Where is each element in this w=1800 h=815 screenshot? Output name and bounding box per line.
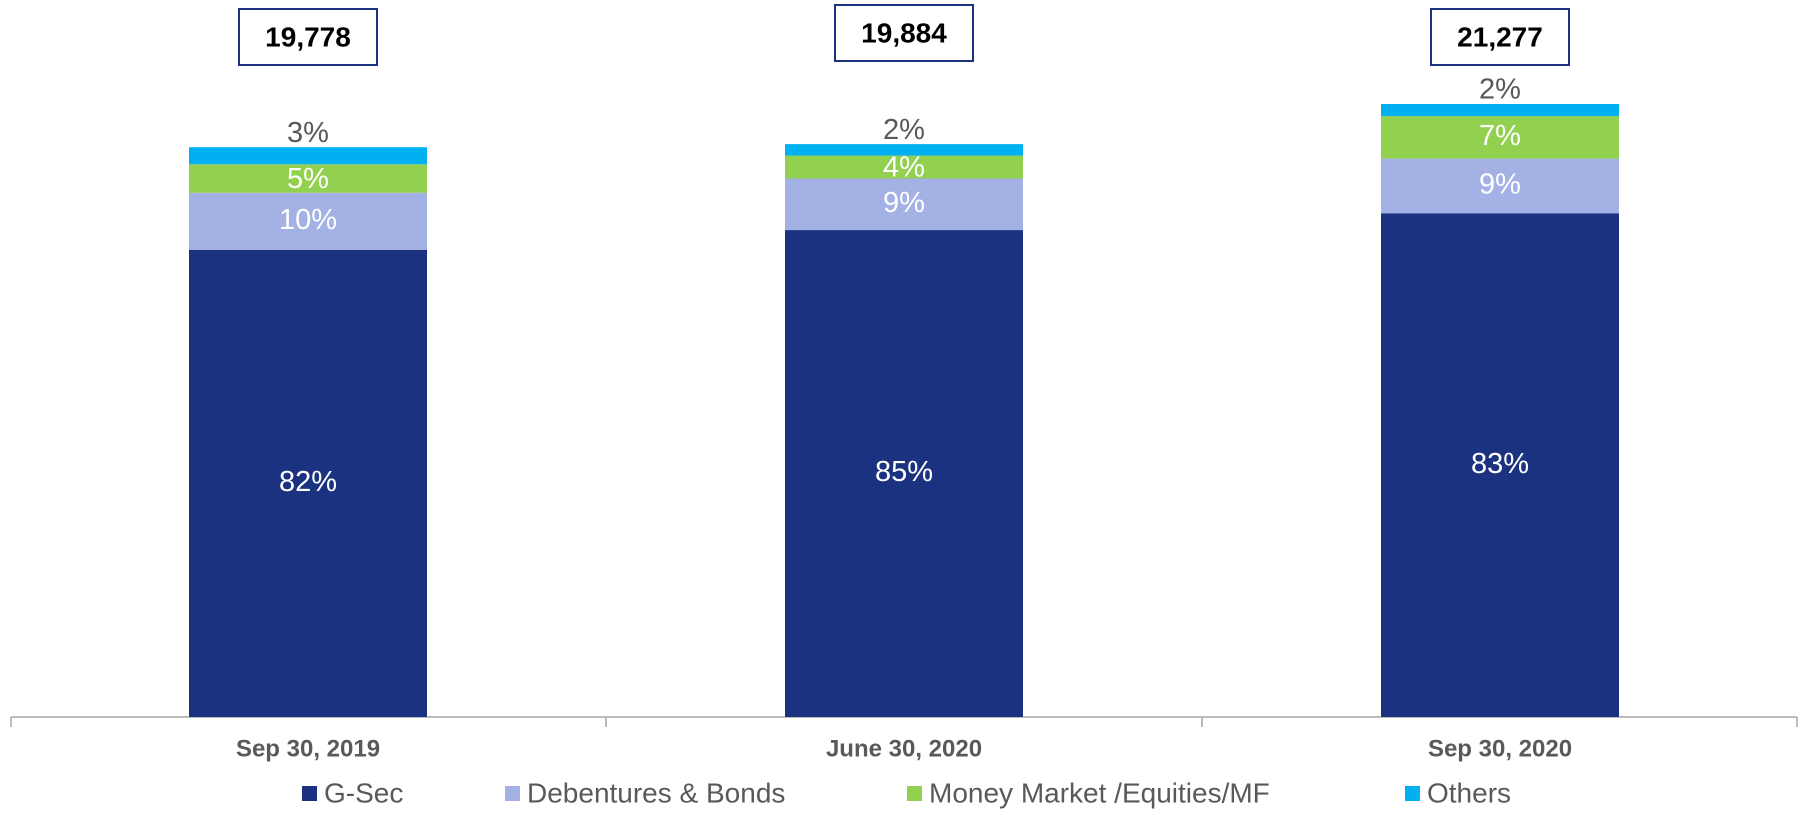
- data-label: 5%: [287, 163, 329, 195]
- bar-segment: [785, 178, 1023, 231]
- total-label: 19,884: [861, 17, 947, 48]
- legend-marker: [1405, 786, 1420, 801]
- total-box: [1430, 8, 1570, 66]
- bar-segment: [785, 155, 1023, 179]
- data-label: 2%: [1479, 74, 1521, 106]
- x-tick-label: Sep 30, 2019: [236, 735, 380, 762]
- data-label: 9%: [883, 187, 925, 219]
- total-label: 21,277: [1457, 21, 1543, 52]
- bar-segment: [1381, 213, 1619, 717]
- data-label: 4%: [883, 152, 925, 184]
- legend-marker: [505, 786, 520, 801]
- data-label: 10%: [279, 204, 337, 236]
- total-label: 19,778: [265, 21, 351, 52]
- total-box: [238, 8, 378, 66]
- data-label: 3%: [287, 117, 329, 149]
- x-tick-label: June 30, 2020: [826, 735, 982, 762]
- x-tick-label: Sep 30, 2020: [1428, 735, 1572, 762]
- bar-segment: [1381, 104, 1619, 117]
- legend-label: Others: [1427, 777, 1511, 808]
- bar-segment: [1381, 158, 1619, 214]
- data-label: 9%: [1479, 169, 1521, 201]
- bar-segment: [189, 147, 427, 165]
- legend-label: Money Market /Equities/MF: [929, 777, 1270, 808]
- data-label: 83%: [1471, 448, 1529, 480]
- data-label: 7%: [1479, 120, 1521, 152]
- data-label: 82%: [279, 466, 337, 498]
- legend-label: Debentures & Bonds: [527, 777, 785, 808]
- bar-segment: [785, 144, 1023, 156]
- bar-segment: [189, 192, 427, 250]
- bar-segment: [189, 164, 427, 193]
- data-label: 85%: [875, 456, 933, 488]
- legend-marker: [907, 786, 922, 801]
- legend-label: G-Sec: [324, 777, 403, 808]
- data-label: 2%: [883, 114, 925, 146]
- bar-segment: [189, 249, 427, 717]
- total-box: [834, 4, 974, 62]
- legend-marker: [302, 786, 317, 801]
- bar-segment: [1381, 116, 1619, 159]
- bar-segment: [785, 230, 1023, 717]
